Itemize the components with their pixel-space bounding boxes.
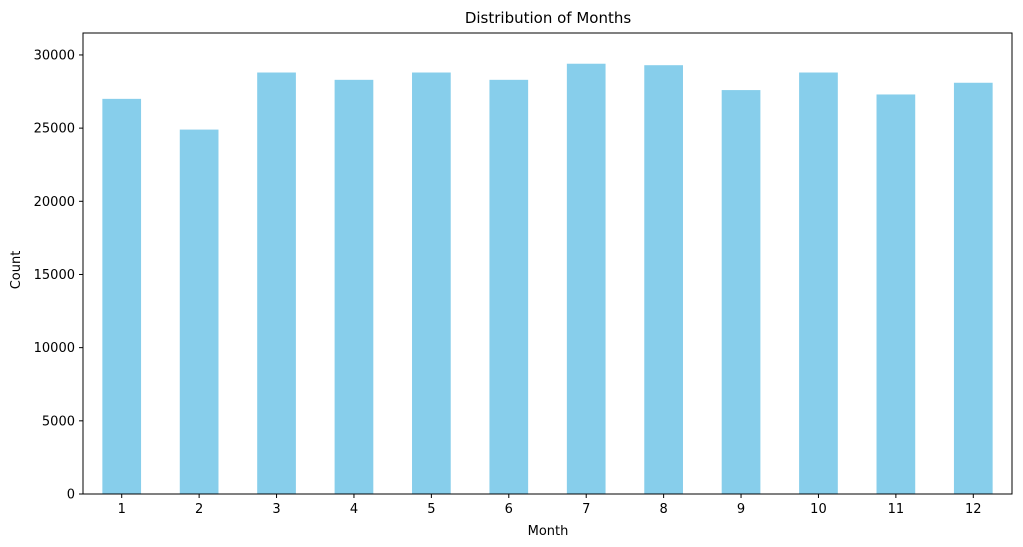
y-tick-label: 25000 bbox=[34, 122, 75, 137]
x-tick-label: 11 bbox=[888, 502, 905, 517]
bar-month-1 bbox=[102, 98, 142, 494]
chart-title: Distribution of Months bbox=[465, 9, 632, 27]
y-tick-label: 10000 bbox=[34, 341, 75, 356]
bar-month-3 bbox=[257, 72, 296, 494]
y-tick-label: 30000 bbox=[34, 48, 75, 63]
x-tick-label: 1 bbox=[118, 502, 126, 517]
x-tick-label: 10 bbox=[810, 502, 827, 517]
x-tick-label: 3 bbox=[272, 502, 280, 517]
bar-month-2 bbox=[179, 129, 219, 495]
bar-month-6 bbox=[489, 79, 529, 494]
x-axis-label: Month bbox=[528, 524, 569, 539]
x-tick-label: 8 bbox=[659, 502, 667, 517]
bar-month-4 bbox=[334, 79, 374, 494]
y-tick-label: 20000 bbox=[34, 195, 75, 210]
y-tick-label: 15000 bbox=[34, 268, 75, 283]
bar-month-7 bbox=[566, 63, 606, 494]
y-axis-ticks: 0 5000 10000 15000 20000 25000 30000 bbox=[34, 48, 83, 503]
y-axis-label: Count bbox=[9, 251, 24, 290]
x-tick-label: 12 bbox=[965, 502, 982, 517]
bar-month-12 bbox=[953, 82, 993, 494]
plot-frame bbox=[82, 32, 1013, 495]
bar-month-9 bbox=[721, 90, 761, 495]
x-axis-ticks: 1 2 3 4 5 6 7 8 9 10 11 12 bbox=[118, 494, 982, 517]
x-tick-label: 7 bbox=[582, 502, 590, 517]
bars-group bbox=[102, 63, 993, 495]
y-tick-label: 5000 bbox=[42, 414, 75, 429]
x-tick-label: 9 bbox=[737, 502, 745, 517]
bar-month-11 bbox=[876, 94, 916, 494]
x-tick-label: 4 bbox=[350, 502, 358, 517]
bar-month-5 bbox=[412, 72, 451, 494]
bar-month-8 bbox=[644, 65, 683, 494]
bar-month-10 bbox=[799, 72, 838, 494]
y-tick-label: 0 bbox=[67, 488, 75, 503]
x-tick-label: 5 bbox=[427, 502, 435, 517]
x-tick-label: 2 bbox=[195, 502, 203, 517]
x-tick-label: 6 bbox=[505, 502, 513, 517]
